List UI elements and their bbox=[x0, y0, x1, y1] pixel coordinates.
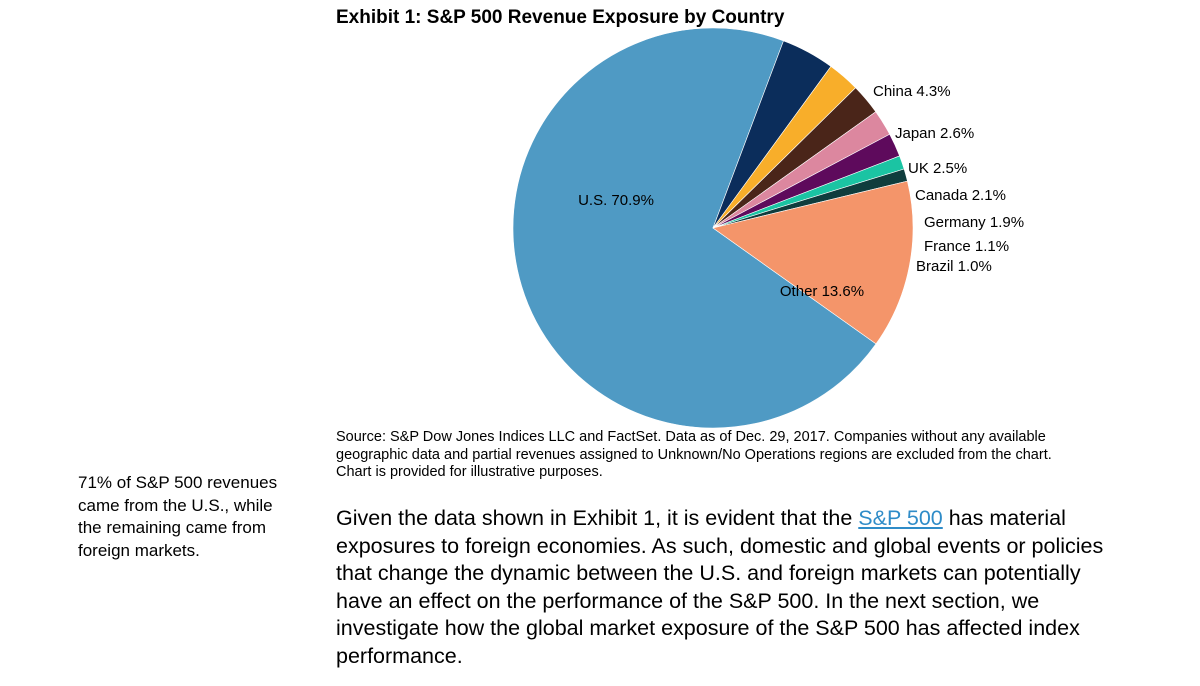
slice-label-brazil: Brazil 1.0% bbox=[916, 258, 992, 275]
pie-slice-other bbox=[712, 180, 914, 345]
slice-label-japan: Japan 2.6% bbox=[895, 125, 974, 142]
slice-label-uk: UK 2.5% bbox=[908, 160, 967, 177]
slice-label-other: Other 13.6% bbox=[780, 283, 864, 300]
slice-label-u-s: U.S. 70.9% bbox=[578, 192, 654, 209]
side-note: 71% of S&P 500 revenues came from the U.… bbox=[78, 473, 278, 560]
chart-title: Exhibit 1: S&P 500 Revenue Exposure by C… bbox=[336, 7, 785, 28]
source-note: Source: S&P Dow Jones Indices LLC and Fa… bbox=[336, 429, 1052, 480]
pie-chart: U.S. 70.9% China 4.3% Japan 2.6% UK 2.5% Can… bbox=[512, 27, 1024, 429]
slice-label-canada: Canada 2.1% bbox=[915, 187, 1006, 204]
sp500-link[interactable]: S&P 500 bbox=[858, 506, 943, 530]
body-paragraph: Given the data shown in Exhibit 1, it is… bbox=[336, 505, 1106, 670]
body-text-before-link: Given the data shown in Exhibit 1, it is… bbox=[336, 506, 859, 530]
slice-label-china: China 4.3% bbox=[873, 83, 951, 100]
pie-slice-u-s bbox=[512, 27, 877, 429]
slice-label-germany: Germany 1.9% bbox=[924, 214, 1024, 231]
slice-label-france: France 1.1% bbox=[924, 238, 1009, 255]
body-text-after-link: has material exposures to foreign econom… bbox=[336, 506, 1104, 668]
